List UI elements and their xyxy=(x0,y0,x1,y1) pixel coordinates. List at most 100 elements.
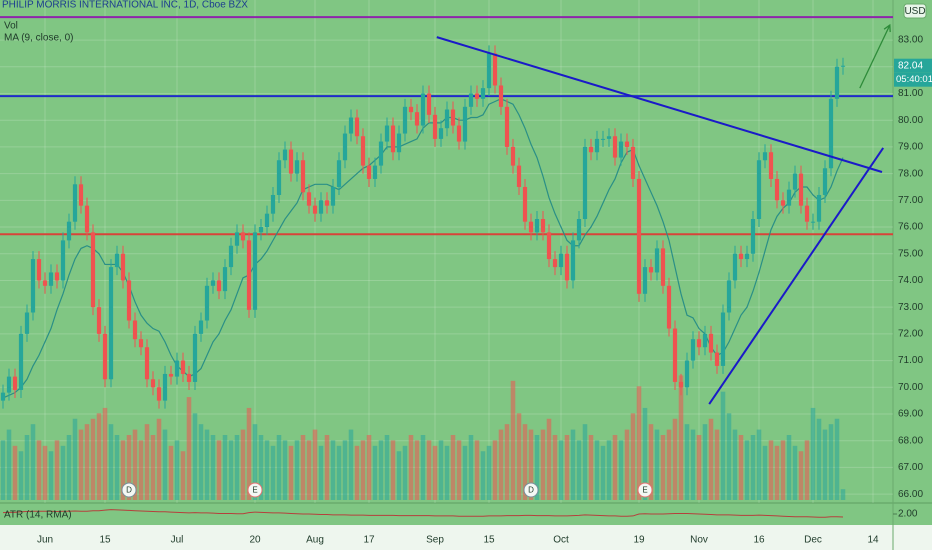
volume-bar xyxy=(210,435,216,500)
candle-body xyxy=(822,168,828,195)
candle-body xyxy=(804,205,810,222)
candle-body xyxy=(282,149,288,161)
volume-bar xyxy=(744,440,750,500)
candle-body xyxy=(132,320,138,340)
volume-bar xyxy=(600,445,606,500)
volume-bar xyxy=(528,429,534,500)
candle-body xyxy=(768,152,774,179)
y-tick-label: 83.00 xyxy=(898,35,923,46)
event-label: E xyxy=(252,486,257,495)
candle-body xyxy=(828,98,834,169)
volume-bar xyxy=(168,445,174,500)
x-tick-label: 15 xyxy=(483,535,495,546)
candle-body xyxy=(576,219,582,241)
event-label: E xyxy=(642,486,647,495)
volume-bar xyxy=(738,435,744,500)
candle-body xyxy=(342,133,348,161)
x-tick-label: Oct xyxy=(553,535,569,546)
volume-bar xyxy=(138,440,144,500)
candle-body xyxy=(186,373,192,382)
candle-body xyxy=(270,194,276,214)
volume-bar xyxy=(222,435,228,500)
y-tick-label: 79.00 xyxy=(898,142,923,153)
candle-body xyxy=(708,333,714,353)
price-badge xyxy=(894,58,932,73)
candle-body xyxy=(198,320,204,334)
volume-bar xyxy=(126,435,132,500)
candle-body xyxy=(798,173,804,206)
volume-bar xyxy=(30,424,36,500)
candle-body xyxy=(426,93,432,115)
candle-body xyxy=(690,339,696,361)
volume-bar xyxy=(636,386,642,500)
volume-bar xyxy=(60,445,66,500)
volume-bar xyxy=(282,440,288,500)
candle-body xyxy=(606,136,612,139)
x-tick-label: Nov xyxy=(690,535,708,546)
candle-body xyxy=(36,259,42,281)
candle-body xyxy=(780,200,786,206)
y-tick-label: 70.00 xyxy=(898,382,923,393)
candle-body xyxy=(252,232,258,310)
candle-body xyxy=(288,149,294,174)
candle-body xyxy=(366,165,372,179)
candle-body xyxy=(564,253,570,281)
volume-bar xyxy=(780,440,786,500)
candle-body xyxy=(30,259,36,313)
volume-bar xyxy=(234,435,240,500)
candle-body xyxy=(396,133,402,153)
candle-body xyxy=(786,189,792,206)
y-tick-label: 78.00 xyxy=(898,168,923,179)
volume-bar xyxy=(186,397,192,500)
candle-body xyxy=(402,106,408,134)
event-marker xyxy=(121,482,137,498)
y-tick-label: 73.00 xyxy=(898,302,923,313)
candle-body xyxy=(558,253,564,268)
candle-body xyxy=(552,259,558,268)
volume-bar xyxy=(666,429,672,500)
event-label: D xyxy=(528,486,534,495)
volume-bar xyxy=(144,424,150,500)
volume-bar xyxy=(726,413,732,500)
volume-bar xyxy=(762,445,768,500)
event-marker xyxy=(523,482,539,498)
candle-body xyxy=(330,186,336,206)
volume-bar xyxy=(552,435,558,500)
candle-body xyxy=(810,221,816,223)
volume-bar xyxy=(378,440,384,500)
candle-body xyxy=(438,128,444,139)
volume-bar xyxy=(462,445,468,500)
volume-bar xyxy=(198,424,204,500)
y-tick-label: 77.00 xyxy=(898,195,923,206)
volume-bar xyxy=(396,451,402,500)
volume-bar xyxy=(654,429,660,500)
candle-body xyxy=(168,373,174,377)
volume-bar xyxy=(438,440,444,500)
y-tick-label: 68.00 xyxy=(898,435,923,446)
volume-bar xyxy=(90,418,96,500)
candle-body xyxy=(594,138,600,153)
candle-body xyxy=(756,160,762,220)
volume-bar xyxy=(300,435,306,500)
x-tick-label: 15 xyxy=(99,535,111,546)
volume-bar xyxy=(456,440,462,500)
candle-body xyxy=(360,136,366,166)
volume-bar xyxy=(288,445,294,500)
event-marker xyxy=(247,482,263,498)
candle-body xyxy=(60,240,66,281)
y-tick-label: 72.00 xyxy=(898,329,923,340)
candle-body xyxy=(630,146,636,179)
currency-badge[interactable] xyxy=(903,3,927,19)
candle-body xyxy=(480,88,486,99)
volume-bar xyxy=(582,424,588,500)
candle-body xyxy=(378,141,384,166)
candle-body xyxy=(54,272,60,281)
candle-body xyxy=(744,253,750,260)
y-tick-label: 74.00 xyxy=(898,275,923,286)
volume-bar xyxy=(372,445,378,500)
volume-bar xyxy=(516,413,522,500)
candle-body xyxy=(672,328,678,382)
trendline xyxy=(708,147,885,405)
candle-body xyxy=(642,267,648,294)
candle-body xyxy=(528,221,534,233)
